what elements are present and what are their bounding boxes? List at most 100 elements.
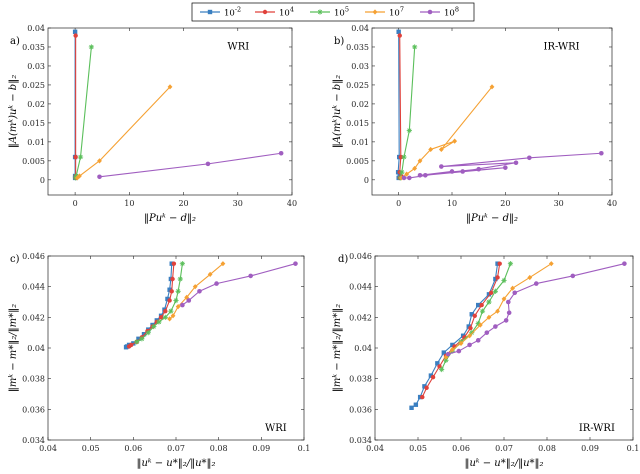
data-point (548, 261, 554, 267)
series (134, 261, 185, 345)
data-point (493, 324, 498, 329)
x-tick-label: 0.06 (124, 444, 142, 453)
data-point (126, 344, 132, 349)
y-tick-label: 0.015 (346, 119, 369, 128)
data-point (184, 294, 190, 300)
data-point (207, 271, 213, 277)
legend-label: 104 (279, 6, 294, 19)
data-point (139, 336, 145, 342)
panel-c: 0.04 0.05 0.06 0.07 0.08 0.09 0.1 0.034 0.036 0.0… (8, 252, 310, 469)
data-point (469, 312, 474, 317)
panel-title: WRI (265, 423, 287, 434)
data-point (430, 374, 436, 380)
series (167, 261, 226, 322)
y-tick-label: 0.03 (27, 62, 45, 71)
data-point (467, 333, 472, 339)
data-point (449, 169, 455, 174)
panel-letter: d) (338, 254, 348, 265)
data-point (165, 296, 170, 302)
panel-b: 0 10 20 30 40 0 0.005 0.01 0.015 0.02 0.025 0.03 0.0… (332, 24, 617, 224)
y-tick-label: 0.046 (349, 252, 372, 261)
data-point (73, 33, 78, 38)
x-tick-label: 10 (124, 199, 134, 208)
legend-marker (207, 9, 213, 15)
data-point (439, 366, 445, 373)
series-line (404, 152, 602, 179)
series (398, 84, 495, 181)
data-point (441, 350, 446, 355)
plot-area (395, 29, 604, 181)
data-point (622, 261, 627, 266)
axes-box (374, 255, 634, 441)
y-tick-label: 0.036 (349, 405, 372, 414)
y-tick-label: 0.042 (349, 313, 372, 322)
data-point (404, 171, 410, 177)
y-tick-label: 0.01 (27, 138, 45, 147)
data-point (167, 84, 173, 90)
x-axis-label: ‖Puᵏ − d‖₂ (144, 213, 196, 224)
data-point (186, 298, 192, 303)
series (443, 261, 554, 360)
data-point (497, 261, 502, 266)
data-point (420, 394, 425, 400)
series (409, 261, 500, 410)
data-point (492, 288, 498, 294)
data-point (413, 402, 419, 407)
data-point (293, 261, 298, 266)
data-point (77, 173, 82, 179)
legend-marker (372, 9, 378, 15)
panel-d: 0.04 0.05 0.06 0.07 0.08 0.09 0.1 0.034 0.036 0.0… (332, 252, 639, 469)
data-point (72, 29, 78, 34)
data-point (205, 161, 211, 167)
data-point (503, 318, 509, 323)
x-tick-label: 0.09 (252, 444, 270, 453)
legend-label: 108 (444, 6, 459, 19)
x-axis-label: ‖Puᵏ − d‖₂ (466, 213, 518, 224)
data-point (167, 287, 172, 292)
data-point (467, 342, 472, 348)
data-point (437, 364, 442, 369)
data-point (486, 292, 492, 297)
data-point (495, 275, 500, 280)
series (180, 261, 298, 308)
data-point (278, 150, 284, 156)
data-point (162, 314, 168, 320)
panel-title: WRI (227, 42, 249, 53)
y-tick-label: 0.03 (351, 62, 369, 71)
x-tick-label: 0.08 (538, 444, 556, 453)
data-point (97, 174, 102, 180)
x-tick-label: 0.05 (409, 444, 427, 453)
data-point (397, 33, 402, 38)
y-tick-label: 0.044 (22, 283, 45, 292)
x-tick-label: 0.07 (167, 444, 185, 453)
data-point (412, 44, 418, 50)
data-point (173, 297, 179, 304)
plot-area (72, 29, 284, 181)
series (74, 84, 173, 181)
data-point (495, 308, 500, 314)
data-point (452, 138, 458, 144)
legend-item: 107 (365, 6, 404, 19)
y-axis-label: ‖A(mᵏ)uᵏ − b‖₂ (8, 75, 19, 148)
data-point (97, 158, 102, 164)
data-point (168, 308, 174, 314)
y-tick-label: 0.038 (22, 375, 45, 384)
x-tick-label: 20 (500, 199, 510, 208)
data-point (179, 261, 185, 267)
data-point (170, 276, 175, 282)
data-point (134, 339, 140, 345)
y-tick-label: 0.015 (22, 119, 45, 128)
data-point (422, 384, 427, 389)
data-point (248, 273, 253, 279)
panel-title: IR-WRI (544, 42, 580, 53)
plot-area (409, 261, 627, 410)
x-tick-label: 0.1 (298, 444, 311, 453)
data-point (512, 290, 518, 296)
panel-a: 0 10 20 30 40 0 0.005 0.01 0.015 0.02 0.025 0.03 0.0… (8, 24, 297, 224)
y-axis-label: ‖mᵏ − m*‖₂/‖m*‖₂ (8, 304, 19, 392)
data-point (486, 314, 492, 320)
data-point (501, 296, 507, 302)
data-point (417, 172, 423, 178)
data-point (506, 310, 512, 316)
legend-marker (262, 9, 268, 15)
